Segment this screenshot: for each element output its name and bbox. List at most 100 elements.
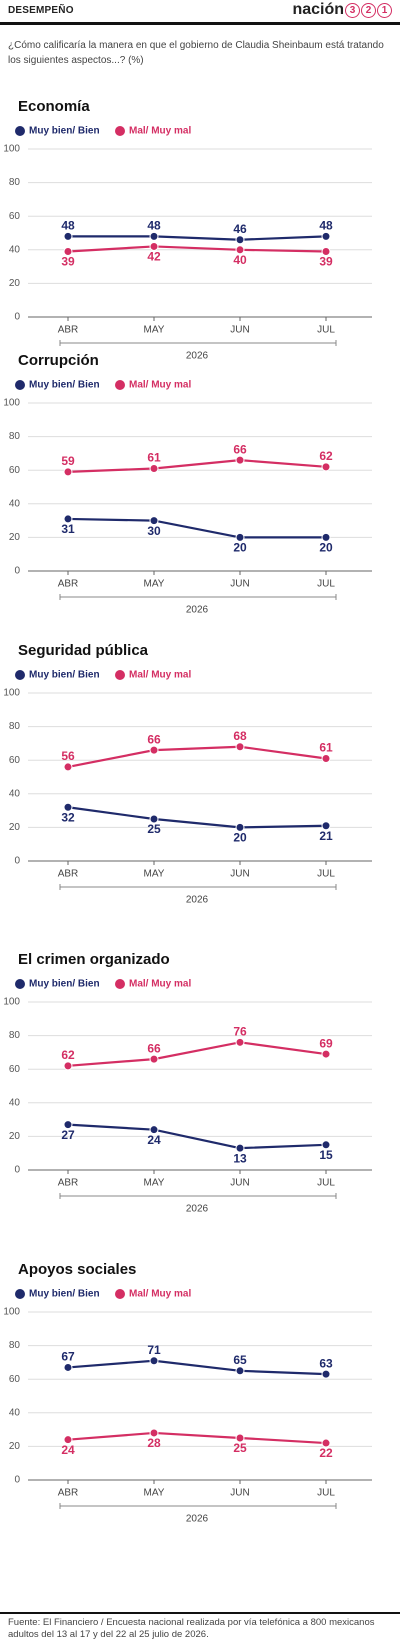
x-tick-label: ABR bbox=[58, 1488, 79, 1499]
point bbox=[149, 1125, 159, 1135]
value-label: 42 bbox=[147, 250, 161, 264]
series-line bbox=[67, 806, 327, 829]
chart-title: Economía bbox=[18, 98, 90, 115]
x-tick-label: JUN bbox=[230, 1178, 249, 1189]
x-axis-label: 2026 bbox=[186, 351, 209, 362]
y-tick-label: 40 bbox=[9, 788, 21, 799]
x-tick-label: JUL bbox=[317, 1488, 335, 1499]
value-label: 40 bbox=[233, 253, 247, 267]
value-label: 24 bbox=[147, 1133, 161, 1147]
section-label: DESEMPEÑO bbox=[8, 5, 74, 16]
value-label: 20 bbox=[319, 541, 333, 555]
y-tick-label: 0 bbox=[14, 1475, 20, 1486]
y-tick-label: 40 bbox=[9, 1407, 21, 1418]
series-line bbox=[67, 1041, 327, 1067]
y-tick-label: 40 bbox=[9, 1097, 21, 1108]
value-label: 24 bbox=[61, 1443, 75, 1457]
chart-title: Corrupción bbox=[18, 352, 99, 369]
y-tick-label: 40 bbox=[9, 244, 21, 255]
top-rule bbox=[0, 22, 400, 25]
series-line bbox=[68, 235, 327, 241]
bottom-rule bbox=[0, 1612, 400, 1614]
logo-digit: 3 bbox=[345, 2, 360, 18]
point bbox=[149, 464, 159, 474]
point bbox=[149, 814, 159, 824]
point bbox=[321, 231, 331, 241]
y-tick-label: 20 bbox=[9, 822, 21, 833]
x-tick-label: JUL bbox=[317, 579, 335, 590]
x-axis-label: 2026 bbox=[186, 1204, 209, 1215]
point bbox=[63, 1362, 73, 1372]
y-tick-label: 100 bbox=[3, 688, 20, 699]
series-line bbox=[67, 1431, 327, 1445]
y-tick-label: 100 bbox=[3, 398, 20, 409]
legend-label: Mal/ Muy mal bbox=[129, 126, 191, 137]
y-tick-label: 100 bbox=[3, 1307, 20, 1318]
value-label: 59 bbox=[61, 454, 75, 468]
x-tick-label: MAY bbox=[144, 325, 165, 336]
point bbox=[321, 1140, 331, 1150]
y-tick-label: 60 bbox=[9, 1064, 21, 1075]
value-label: 66 bbox=[147, 1041, 161, 1055]
y-tick-label: 80 bbox=[9, 1340, 21, 1351]
chart-title: El crimen organizado bbox=[18, 951, 170, 968]
logo-text: nación bbox=[292, 1, 344, 18]
value-label: 39 bbox=[61, 255, 75, 269]
y-tick-label: 0 bbox=[14, 312, 20, 323]
point bbox=[235, 532, 245, 542]
point bbox=[321, 821, 331, 831]
legend-swatch bbox=[115, 1289, 125, 1299]
y-tick-label: 20 bbox=[9, 532, 21, 543]
value-label: 22 bbox=[319, 1446, 333, 1460]
y-tick-label: 60 bbox=[9, 1374, 21, 1385]
point bbox=[63, 467, 73, 477]
point bbox=[63, 1120, 73, 1130]
point bbox=[235, 1037, 245, 1047]
y-tick-label: 60 bbox=[9, 465, 21, 476]
y-tick-label: 80 bbox=[9, 177, 21, 188]
point bbox=[235, 742, 245, 752]
value-label: 56 bbox=[61, 749, 75, 763]
series-line bbox=[67, 517, 326, 539]
chart-title: Apoyos sociales bbox=[18, 1261, 136, 1278]
legend-swatch bbox=[15, 670, 25, 680]
legend-label: Mal/ Muy mal bbox=[129, 670, 191, 681]
value-label: 62 bbox=[319, 449, 333, 463]
x-axis-label: 2026 bbox=[186, 895, 209, 906]
y-tick-label: 40 bbox=[9, 498, 21, 509]
x-tick-label: JUN bbox=[230, 325, 249, 336]
point bbox=[235, 822, 245, 832]
x-tick-label: JUN bbox=[230, 579, 249, 590]
point bbox=[321, 1438, 331, 1448]
x-tick-label: JUL bbox=[317, 325, 335, 336]
value-label: 39 bbox=[319, 255, 333, 269]
legend-label: Mal/ Muy mal bbox=[129, 380, 191, 391]
series-line bbox=[67, 245, 327, 253]
series-line bbox=[67, 1123, 327, 1150]
x-tick-label: JUN bbox=[230, 869, 249, 880]
value-label: 65 bbox=[233, 1353, 247, 1367]
x-tick-label: ABR bbox=[58, 869, 79, 880]
logo-digit: 2 bbox=[361, 2, 376, 18]
point bbox=[321, 1369, 331, 1379]
value-label: 48 bbox=[147, 219, 161, 233]
y-tick-label: 20 bbox=[9, 1441, 21, 1452]
y-tick-label: 80 bbox=[9, 721, 21, 732]
y-tick-label: 80 bbox=[9, 431, 21, 442]
point bbox=[63, 246, 73, 256]
x-tick-label: JUN bbox=[230, 1488, 249, 1499]
value-label: 61 bbox=[319, 741, 333, 755]
point bbox=[235, 235, 245, 245]
legend-label: Muy bien/ Bien bbox=[29, 1289, 100, 1300]
legend-label: Muy bien/ Bien bbox=[29, 979, 100, 990]
y-tick-label: 20 bbox=[9, 1131, 21, 1142]
legend-swatch bbox=[15, 380, 25, 390]
value-label: 68 bbox=[233, 729, 247, 743]
x-tick-label: ABR bbox=[58, 1178, 79, 1189]
value-label: 28 bbox=[147, 1436, 161, 1450]
value-label: 13 bbox=[233, 1151, 247, 1165]
y-tick-label: 20 bbox=[9, 278, 21, 289]
point bbox=[149, 231, 159, 241]
